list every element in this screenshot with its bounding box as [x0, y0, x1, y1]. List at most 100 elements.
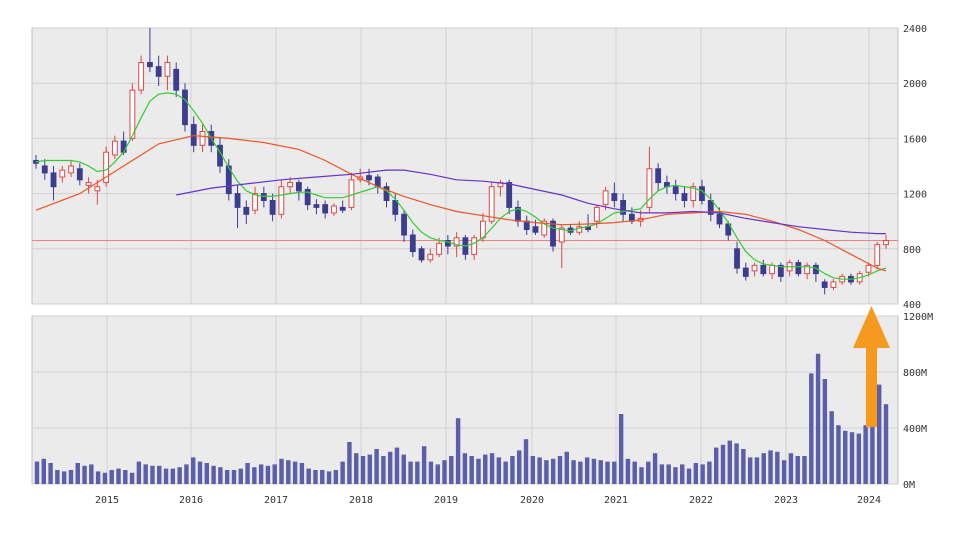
candle-body [707, 200, 714, 215]
candle-body [313, 204, 320, 208]
volume-bar [367, 454, 373, 484]
moving-average-line [35, 92, 887, 280]
price-tick-label: 400 [903, 300, 921, 311]
candle-body [76, 168, 83, 181]
volume-bar [354, 453, 359, 484]
volume-bar [41, 458, 46, 484]
volume-bar [116, 468, 121, 484]
candle-body [418, 248, 425, 261]
candle-body [795, 262, 802, 275]
volume-bar [476, 458, 481, 484]
candle-body [68, 165, 74, 174]
up-arrow-icon [853, 306, 890, 427]
volume-bar [680, 464, 685, 484]
arrow-head [853, 306, 890, 348]
candle-body [94, 186, 101, 192]
volume-bar [727, 440, 732, 484]
x-tick-label: 2018 [349, 495, 373, 506]
volume-bar [530, 456, 536, 484]
volume-bar [761, 453, 766, 484]
candle-body [874, 244, 881, 266]
volume-bar [197, 461, 203, 484]
volume-bar [700, 464, 705, 484]
candle-body [760, 264, 767, 275]
volume-bar [856, 433, 862, 484]
volume-bar [707, 461, 712, 484]
moving-average-line [35, 134, 887, 272]
volume-bar [381, 456, 386, 484]
volume-bar [781, 460, 787, 484]
x-tick-label: 2017 [264, 495, 288, 506]
candle-body [111, 140, 118, 156]
candle-body [471, 237, 478, 255]
candle-body [646, 168, 653, 208]
candle-body [155, 66, 162, 77]
candle-body [269, 200, 276, 215]
volume-bar [224, 470, 230, 484]
candle-body [409, 234, 416, 253]
volume-bar [340, 461, 345, 484]
candle-body [672, 186, 679, 195]
candle-body [225, 165, 232, 195]
volume-bar [55, 470, 60, 484]
price-axis-ticks: 2400 2000 1600 1200 800 400 [903, 24, 927, 311]
candle-body [190, 124, 197, 146]
volume-bar [883, 404, 889, 484]
volume-bar [564, 451, 569, 484]
volume-bar [218, 467, 223, 484]
candle-body [453, 237, 460, 247]
candle-body [558, 227, 565, 243]
candle-body [129, 89, 136, 139]
candle-body [769, 264, 775, 275]
volume-axis-ticks: 1200M 800M 400M 0M [903, 312, 933, 491]
volume-bar [754, 457, 760, 484]
price-tick-label: 1200 [903, 190, 927, 201]
candle-body [366, 175, 372, 181]
candle-body [734, 248, 740, 269]
candle-body [777, 264, 784, 277]
volume-bar [625, 458, 631, 484]
candle-body [199, 131, 206, 146]
candle-body [883, 240, 889, 246]
candle-body [120, 140, 127, 153]
candle-body [436, 242, 443, 255]
volume-bar [89, 464, 94, 484]
volume-bar [82, 465, 87, 484]
moving-average-line [176, 169, 886, 235]
candle-body [182, 89, 188, 126]
candle-body [331, 205, 337, 214]
candle-body [821, 281, 828, 288]
volume-bar [686, 468, 692, 484]
volume-bar [510, 456, 515, 484]
volume-bar [333, 470, 339, 484]
candle-body [690, 186, 697, 201]
volume-bar [693, 463, 699, 484]
volume-bar [306, 468, 311, 484]
volume-bar [836, 425, 841, 484]
volume-bar [129, 472, 135, 484]
candle-body [85, 182, 92, 186]
x-tick-label: 2021 [604, 495, 628, 506]
candle-body [716, 213, 723, 225]
volume-bar [279, 458, 284, 484]
candle-body [295, 182, 302, 192]
price-tick-label: 2000 [903, 79, 927, 90]
volume-bar [571, 460, 576, 484]
volume-bar [713, 447, 719, 484]
volume-bar [741, 449, 746, 484]
volume-bar [123, 470, 128, 484]
volume-bar [449, 456, 454, 484]
volume-bar [245, 463, 250, 484]
candle-body [830, 281, 837, 288]
volume-bar [598, 460, 603, 484]
volume-bar [313, 470, 318, 484]
candle-body [620, 200, 627, 215]
volume-bar [877, 384, 882, 484]
volume-bar [48, 463, 53, 484]
candle-body [532, 226, 539, 233]
volume-tick-label: 800M [903, 368, 927, 379]
volume-bar [652, 453, 658, 484]
volume-bar [557, 456, 563, 484]
volume-bar [272, 464, 277, 484]
